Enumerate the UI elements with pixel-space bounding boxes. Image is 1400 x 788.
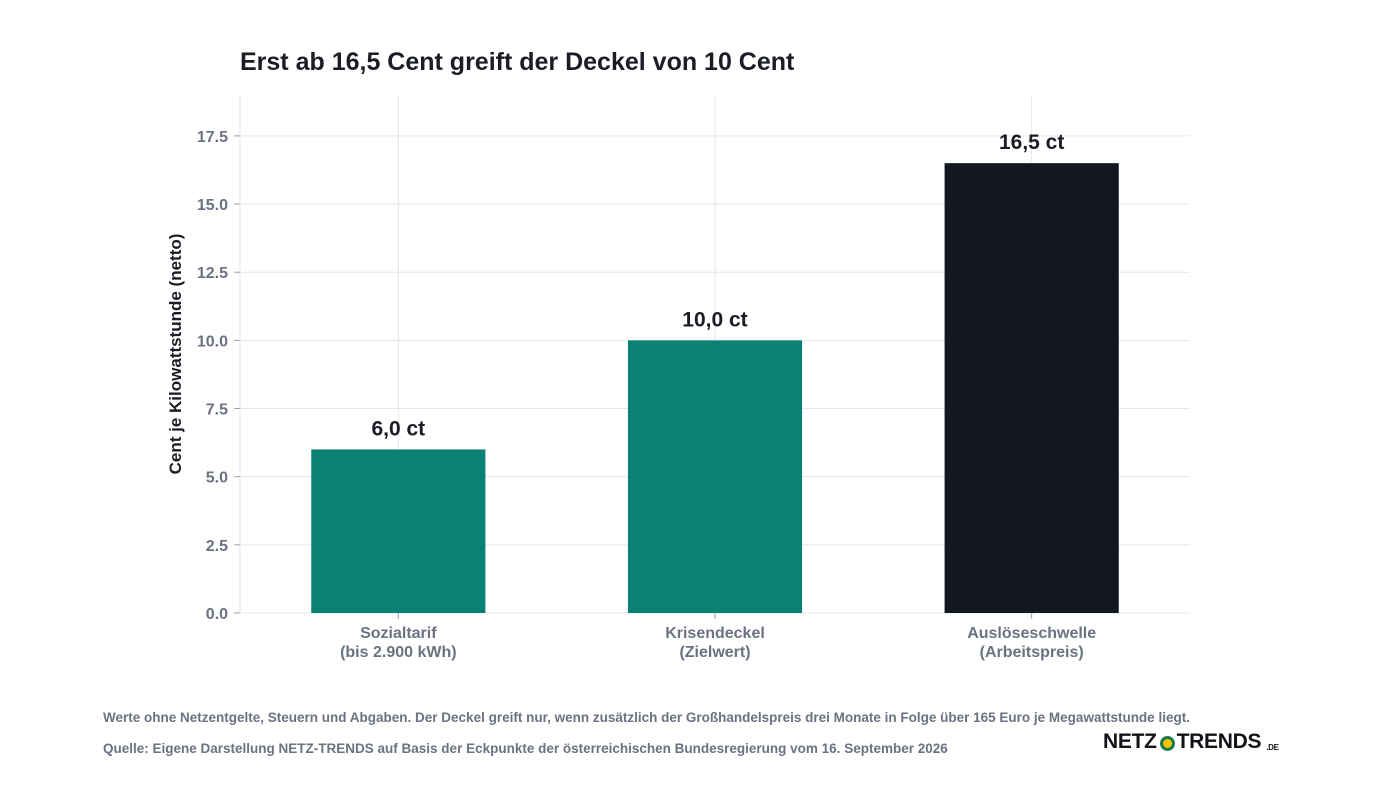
y-tick-label: 12.5 [197, 265, 228, 282]
logo-text-left: NETZ [1103, 730, 1157, 753]
brand-logo: NETZ TRENDS .DE [1103, 730, 1279, 754]
y-axis-label: Cent je Kilowattstunde (netto) [166, 234, 185, 475]
bar-value-label: 16,5 ct [999, 131, 1064, 154]
x-axis-ticks: Sozialtarif (bis 2.900 kWh) Krisendeckel (Z… [340, 625, 1096, 661]
x-tick-label: Auslöseschwelle [967, 625, 1096, 642]
y-tick-label: 7.5 [206, 402, 228, 419]
bars [311, 163, 1119, 613]
logo-text-right: TRENDS [1176, 730, 1262, 753]
logo-dot-icon [1159, 736, 1175, 751]
bar [311, 449, 486, 613]
bar-value-label: 10,0 ct [682, 308, 747, 331]
bar [627, 340, 803, 613]
source-note: Quelle: Eigene Darstellung NETZ-TRENDS a… [103, 741, 948, 756]
x-tick-label: (Zielwert) [679, 644, 750, 661]
y-tick-label: 2.5 [206, 538, 228, 555]
y-tick-label: 15.0 [197, 197, 228, 214]
y-tick-label: 5.0 [206, 470, 228, 487]
x-tick-label: Krisendeckel [665, 625, 765, 642]
footnote: Werte ohne Netzentgelte, Steuern und Abg… [103, 710, 1190, 725]
y-tick-label: 0.0 [206, 606, 228, 623]
y-tick-label: 17.5 [197, 129, 228, 146]
bar-value-label: 6,0 ct [371, 417, 425, 440]
x-tick-label: Sozialtarif [360, 625, 437, 642]
logo-tld: .DE [1266, 742, 1279, 752]
x-tick-label: (bis 2.900 kWh) [340, 644, 456, 661]
y-axis-ticks: 0.0 2.5 5.0 7.5 10.0 12.5 15.0 17.5 [197, 129, 228, 623]
x-tick-label: (Arbeitspreis) [980, 644, 1084, 661]
bar [944, 163, 1119, 613]
data-labels: 6,0 ct 10,0 ct 16,5 ct [371, 131, 1064, 440]
chart-title: Erst ab 16,5 Cent greift der Deckel von … [240, 48, 795, 76]
y-tick-label: 10.0 [197, 333, 228, 350]
